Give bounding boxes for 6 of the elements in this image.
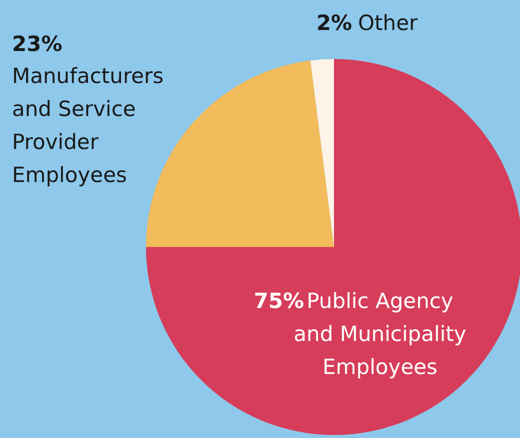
data-label: 2% [316, 11, 352, 35]
data-label: 23% [12, 32, 62, 56]
data-label: 75% [254, 289, 304, 313]
slice-label: Manufacturers and Service Provider Employees [12, 64, 164, 187]
pie-slice [310, 59, 334, 247]
slice-label: Other [358, 11, 418, 35]
